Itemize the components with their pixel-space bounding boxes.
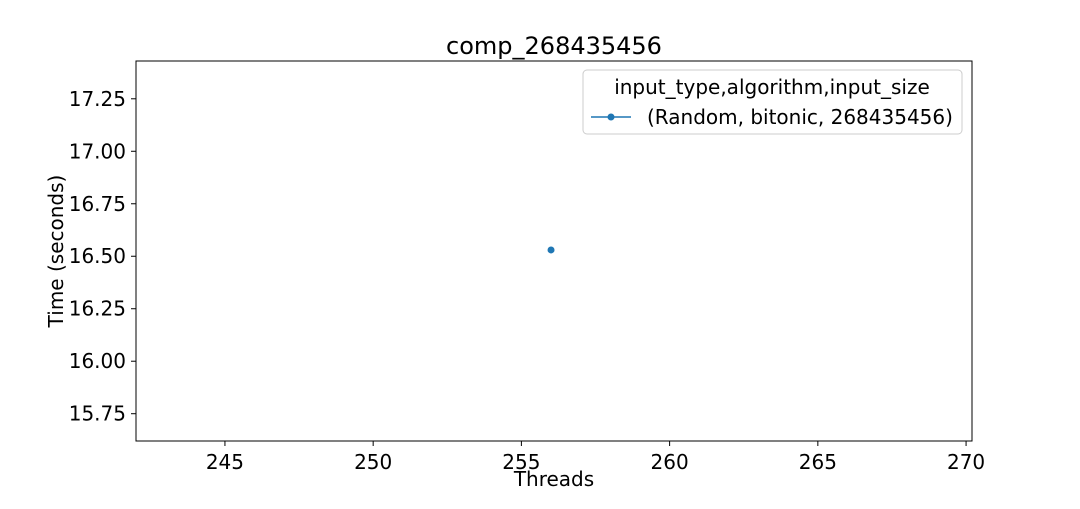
x-tick-label: 250 xyxy=(354,450,392,474)
x-tick-label: 270 xyxy=(947,450,985,474)
x-axis: 245 250 255 260 265 270 xyxy=(206,441,985,474)
x-tick-label: 245 xyxy=(206,450,244,474)
legend-entry-label: (Random, bitonic, 268435456) xyxy=(647,105,953,129)
y-tick-label: 16.25 xyxy=(69,297,126,321)
legend-box xyxy=(582,69,963,135)
x-axis-label: Threads xyxy=(513,467,594,491)
y-tick-label: 17.00 xyxy=(69,139,126,163)
y-tick-label: 17.25 xyxy=(69,87,126,111)
x-tick-label: 260 xyxy=(651,450,689,474)
y-axis: 15.75 16.00 16.25 16.50 16.75 17.00 17.25 xyxy=(69,87,136,426)
x-tick-label: 265 xyxy=(799,450,837,474)
legend-title: input_type,algorithm,input_size xyxy=(614,75,930,99)
plot-area xyxy=(547,246,555,254)
y-tick-label: 16.00 xyxy=(69,349,126,373)
legend: input_type,algorithm,input_size (Random,… xyxy=(582,69,963,135)
chart-title: comp_268435456 xyxy=(446,32,662,60)
y-axis-label: Time (seconds) xyxy=(44,175,68,329)
data-point xyxy=(547,246,555,254)
y-tick-label: 15.75 xyxy=(69,402,126,426)
y-tick-label: 16.50 xyxy=(69,244,126,268)
legend-marker-swatch xyxy=(607,113,615,121)
x-tick-label: 255 xyxy=(502,450,540,474)
plot-frame xyxy=(135,60,973,442)
y-tick-label: 16.75 xyxy=(69,192,126,216)
